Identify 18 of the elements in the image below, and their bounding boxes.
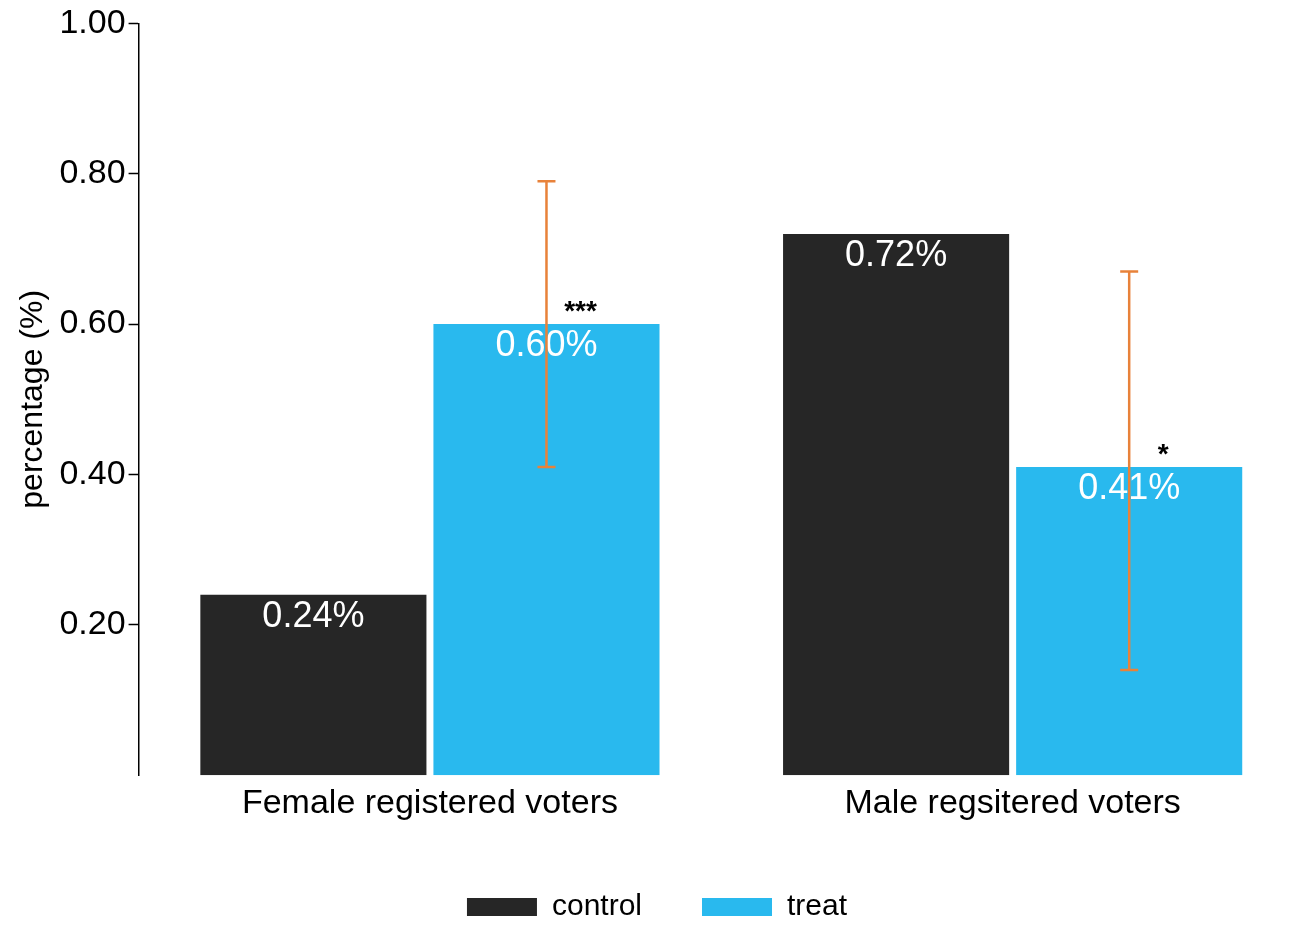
annotation: *** — [564, 294, 597, 326]
bar — [783, 233, 1010, 776]
legend-label: control — [551, 888, 643, 922]
bar — [433, 324, 660, 776]
y-tick-label: 0.20 — [59, 603, 126, 642]
y-axis-title: percentage (%) — [13, 289, 50, 509]
y-tick-label: 0.60 — [59, 302, 126, 341]
y-tick-label: 0.40 — [59, 452, 126, 491]
data-label: 0.72% — [845, 232, 948, 274]
data-label: 0.24% — [262, 593, 365, 635]
y-tick-label: 0.80 — [59, 152, 126, 191]
x-tick-label: Female registered voters — [241, 781, 618, 820]
bar — [200, 594, 427, 776]
legend-label: treat — [787, 888, 848, 922]
bar — [1016, 466, 1243, 776]
y-tick-label: 1.00 — [59, 1, 126, 40]
annotation: * — [1157, 437, 1169, 469]
x-tick-label: Male regsitered voters — [844, 781, 1181, 820]
